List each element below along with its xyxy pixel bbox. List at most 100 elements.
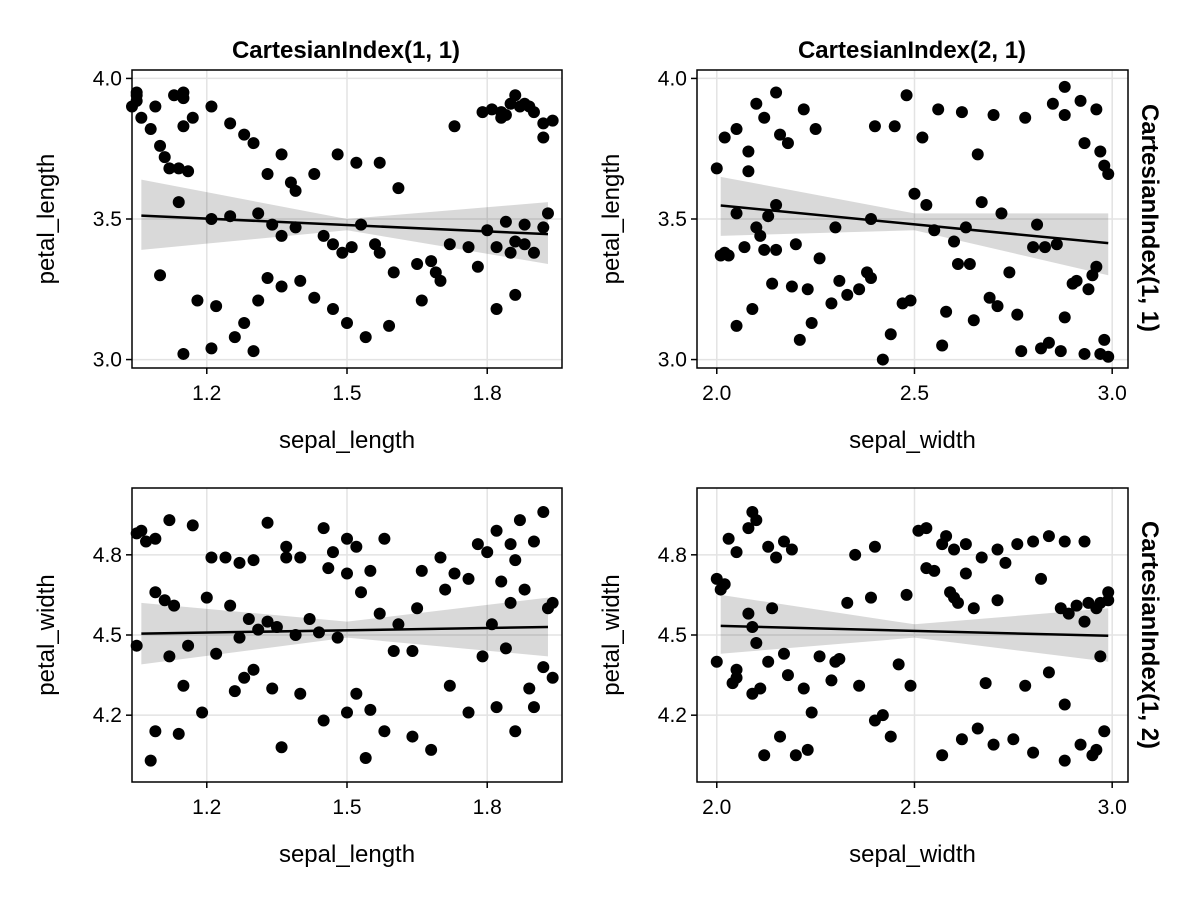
data-point (892, 658, 905, 671)
x-tick-label: 3.0 (1098, 382, 1127, 405)
data-point (219, 551, 232, 564)
data-point (303, 612, 316, 625)
data-point (527, 535, 540, 548)
data-point (471, 260, 484, 273)
data-point (868, 714, 881, 727)
row-title-1: CartesianIndex(1, 1) (1136, 104, 1163, 332)
data-point (196, 706, 209, 719)
panel-bottom-left: 1.2 1.5 1.8 4.2 4.5 4.8 sepal_length petal_widt… (33, 487, 563, 868)
data-point (781, 669, 794, 682)
data-point (499, 215, 512, 228)
data-point (916, 131, 929, 144)
data-point (742, 607, 755, 620)
data-point (350, 156, 363, 169)
data-point (341, 706, 353, 719)
data-point (979, 677, 992, 690)
data-point (341, 567, 353, 580)
y-tick-label: 4.8 (93, 544, 122, 567)
data-point (963, 257, 976, 270)
data-point (172, 196, 185, 209)
data-point (392, 182, 405, 195)
data-point (853, 283, 866, 296)
data-point (770, 86, 783, 99)
data-point (754, 229, 767, 242)
data-point (411, 602, 424, 615)
data-point (130, 94, 143, 107)
data-point (149, 532, 162, 545)
data-point (710, 655, 723, 668)
data-point (936, 339, 949, 352)
data-point (781, 137, 794, 150)
data-point (205, 551, 218, 564)
data-point (476, 650, 489, 663)
x-axis-label: sepal_length (279, 427, 415, 454)
data-point (308, 168, 321, 181)
data-point (158, 151, 171, 164)
data-point (904, 679, 917, 692)
data-point (1011, 308, 1024, 321)
data-point (1094, 596, 1107, 609)
data-point (813, 650, 826, 663)
regression-line (141, 214, 549, 236)
data-point (261, 615, 274, 628)
data-point (967, 314, 980, 327)
data-point (294, 274, 307, 287)
x-tick-label: 1.8 (473, 382, 502, 405)
data-point (975, 196, 988, 209)
data-point (252, 207, 265, 220)
data-point (1098, 333, 1111, 346)
data-point (948, 235, 961, 248)
data-point (224, 599, 237, 612)
data-point (537, 661, 550, 674)
data-point (443, 679, 456, 692)
data-point (829, 655, 842, 668)
data-point (144, 754, 157, 767)
data-point (210, 300, 223, 313)
data-point (471, 538, 484, 551)
data-point (758, 749, 771, 762)
data-point (546, 114, 559, 127)
data-point (1058, 754, 1071, 767)
y-axis-label: petal_width (598, 574, 625, 695)
data-point (809, 123, 822, 136)
data-point (971, 148, 984, 161)
data-point (900, 89, 913, 102)
data-point (1058, 311, 1071, 324)
data-point (1066, 277, 1079, 290)
data-point (177, 347, 190, 360)
data-point (270, 620, 283, 633)
data-point (900, 588, 913, 601)
data-point (163, 650, 176, 663)
data-point (168, 599, 181, 612)
data-point (238, 671, 251, 684)
data-point (825, 674, 838, 687)
data-point (825, 297, 838, 310)
data-point (172, 727, 185, 740)
data-point (326, 546, 339, 559)
data-point (1038, 241, 1051, 254)
data-point (959, 221, 972, 234)
data-point (462, 572, 475, 585)
x-tick-label: 1.5 (332, 382, 361, 405)
data-point (350, 540, 363, 553)
data-point (1050, 238, 1063, 251)
data-point (481, 546, 494, 559)
data-point (1011, 538, 1024, 551)
confidence-band (720, 594, 1109, 662)
data-point (364, 564, 377, 577)
data-point (238, 128, 251, 141)
data-point (326, 302, 339, 315)
data-point (1027, 746, 1040, 759)
data-point (513, 514, 526, 527)
data-point (833, 274, 846, 287)
data-point (359, 331, 372, 344)
data-point (341, 532, 353, 545)
data-point (742, 165, 755, 178)
data-point (537, 221, 550, 234)
data-point (955, 106, 968, 119)
data-point (355, 586, 368, 599)
data-point (1058, 108, 1071, 121)
data-point (1082, 283, 1095, 296)
y-tick-label: 4.2 (93, 704, 122, 727)
data-point (730, 663, 743, 676)
